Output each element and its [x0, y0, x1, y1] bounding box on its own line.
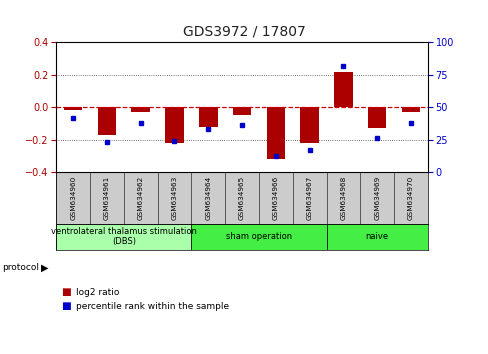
Bar: [333, 72, 352, 107]
Text: GDS3972 / 17807: GDS3972 / 17807: [183, 25, 305, 39]
Text: sham operation: sham operation: [225, 232, 291, 241]
Bar: [56, 224, 191, 250]
Bar: [165, 107, 183, 143]
Text: GSM634963: GSM634963: [171, 176, 177, 220]
Bar: [300, 107, 318, 143]
Text: GSM634960: GSM634960: [70, 176, 76, 220]
Text: protocol: protocol: [2, 263, 40, 272]
Bar: [191, 224, 326, 250]
Bar: [98, 107, 116, 135]
Bar: [199, 107, 217, 127]
Text: GSM634965: GSM634965: [239, 176, 244, 220]
Text: GSM634964: GSM634964: [205, 176, 211, 220]
Text: GSM634968: GSM634968: [340, 176, 346, 220]
Text: GSM634962: GSM634962: [138, 176, 143, 220]
Text: ventrolateral thalamus stimulation
(DBS): ventrolateral thalamus stimulation (DBS): [51, 227, 196, 246]
Text: ■: ■: [61, 287, 71, 297]
Text: naive: naive: [365, 232, 388, 241]
Text: GSM634967: GSM634967: [306, 176, 312, 220]
Text: GSM634969: GSM634969: [373, 176, 379, 220]
Bar: [266, 107, 285, 159]
Bar: [401, 107, 419, 112]
Bar: [64, 107, 82, 110]
Text: ■: ■: [61, 301, 71, 311]
Bar: [326, 224, 427, 250]
Bar: [367, 107, 386, 128]
Text: percentile rank within the sample: percentile rank within the sample: [76, 302, 228, 311]
Text: log2 ratio: log2 ratio: [76, 287, 119, 297]
Bar: [131, 107, 150, 112]
Bar: [232, 107, 251, 115]
Text: ▶: ▶: [41, 262, 48, 272]
Text: GSM634961: GSM634961: [104, 176, 110, 220]
Text: GSM634966: GSM634966: [272, 176, 278, 220]
Text: GSM634970: GSM634970: [407, 176, 413, 220]
